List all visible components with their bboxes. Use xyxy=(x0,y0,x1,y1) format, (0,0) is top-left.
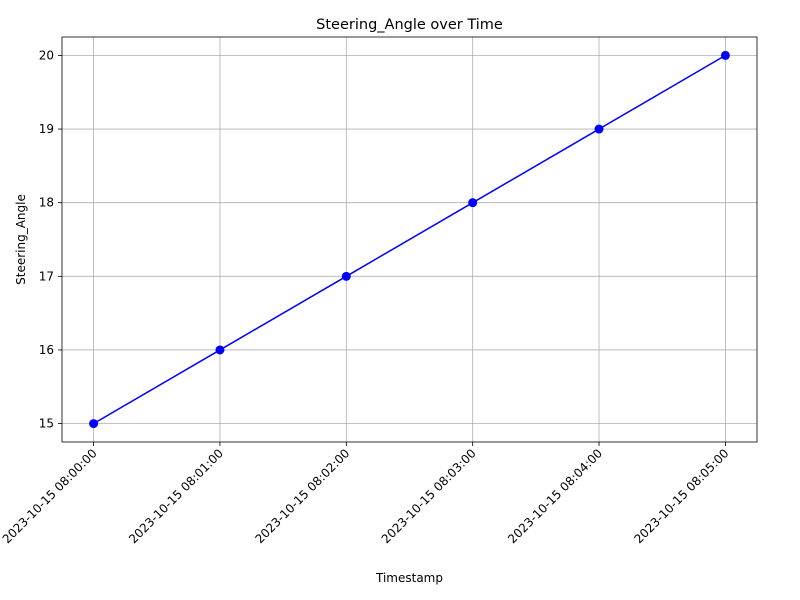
y-tick-label: 19 xyxy=(39,122,54,136)
y-tick-label: 15 xyxy=(39,417,54,431)
series-group xyxy=(89,50,730,429)
data-point xyxy=(215,345,225,355)
plot-area-frame xyxy=(61,36,758,443)
data-point xyxy=(89,419,99,429)
y-tick-label: 20 xyxy=(39,48,54,62)
data-point xyxy=(594,124,604,134)
x-axis-title: Timestamp xyxy=(375,571,443,585)
grid xyxy=(62,37,757,442)
data-point xyxy=(720,50,730,60)
series-line xyxy=(93,54,726,425)
data-point xyxy=(468,198,478,208)
y-tick-label: 18 xyxy=(39,196,54,210)
data-point xyxy=(341,271,351,281)
y-tick-label: 16 xyxy=(39,343,54,357)
y-tick-label: 17 xyxy=(39,269,54,283)
y-axis-title: Steering_Angle xyxy=(14,194,28,285)
chart-title: Steering_Angle over Time xyxy=(316,17,503,33)
